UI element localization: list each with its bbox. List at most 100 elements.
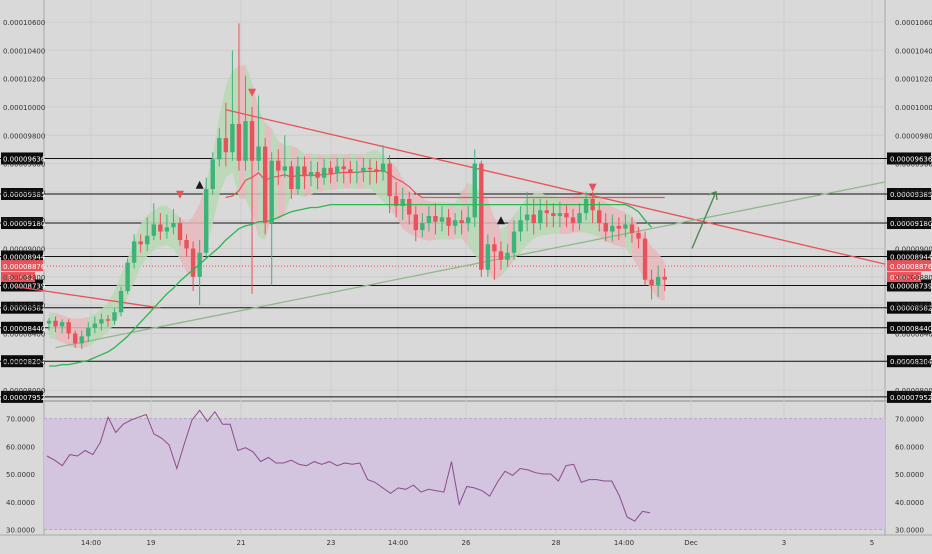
time-axis-label: 14:00 (81, 539, 101, 547)
current-price-left: 0.00008876 (3, 263, 46, 271)
level-label-left-bg (1, 217, 43, 230)
current-price-right-bg (887, 260, 931, 272)
candle-body (564, 213, 569, 218)
candle-body (164, 227, 170, 232)
level-label-right: 0.00009180 (890, 220, 932, 228)
countdown-right: 03:06:52 (890, 274, 921, 282)
left-axis-tick-label: 0.00009200 (3, 217, 45, 225)
countdown-left: 03:06:52 (3, 274, 34, 282)
candle-body (354, 172, 360, 174)
projection-arrow-head (707, 190, 718, 200)
bull-cloud (284, 145, 292, 214)
candle-body (570, 217, 576, 224)
rsi-right-tick-label: 40.0000 (895, 499, 924, 507)
candle-body (92, 323, 98, 328)
candle-body (407, 198, 412, 215)
bull-cloud (579, 193, 600, 238)
candle-body (479, 163, 484, 270)
candles[interactable] (46, 23, 667, 350)
projection-arrow-shaft (691, 191, 717, 249)
candle-body (452, 220, 458, 226)
candle-body (243, 121, 248, 161)
candle-body (262, 146, 268, 224)
bull-cloud (500, 224, 508, 277)
candle-body (151, 224, 156, 236)
countdown-right-bg (887, 272, 921, 283)
axes: 0.00010600 0.00010400 0.00010200 0.00010000… (3, 19, 932, 547)
bear-cloud (252, 82, 259, 237)
ema-line-path (49, 203, 653, 367)
bear-cloud (559, 194, 580, 235)
candle-body (662, 276, 667, 280)
candle-body (629, 224, 635, 233)
candle-body (315, 172, 320, 178)
candle-body (393, 196, 399, 207)
candle-body (466, 217, 471, 224)
candle-body (223, 138, 229, 153)
level-label-left-bg (1, 355, 43, 368)
candle-body (190, 248, 196, 277)
level-label-right-bg (887, 355, 931, 368)
candle-body (348, 169, 353, 173)
bear-cloud (278, 141, 285, 222)
candle-body (46, 320, 52, 324)
candle-body (302, 166, 307, 177)
bull-cloud (206, 66, 239, 249)
right-axis-tick-label: 0.00008000 (895, 387, 932, 395)
candle-body (459, 220, 464, 224)
candle-body (230, 123, 235, 153)
sell-signal-marker (588, 183, 597, 192)
bull-cloud (49, 312, 56, 340)
level-label-left-bg (1, 321, 43, 334)
level-label-left-bg (1, 301, 43, 314)
candle-body (73, 333, 78, 344)
candle-body (276, 160, 281, 171)
candle-body (433, 215, 438, 222)
rsi-right-tick-label: 30.0000 (895, 526, 924, 534)
candle-body (505, 252, 510, 260)
candle-body (321, 167, 327, 178)
time-axis-label: 19 (147, 539, 156, 547)
candle-body (597, 210, 602, 224)
candle-body (446, 217, 451, 226)
time-axis-label: 21 (237, 539, 246, 547)
bull-cloud (625, 212, 632, 257)
candle-body (341, 166, 346, 170)
candle-body (420, 223, 425, 231)
candle-body (623, 224, 628, 229)
candle-body (577, 213, 582, 224)
candle-body (603, 223, 608, 232)
candle-body (210, 159, 215, 190)
rsi-band-fill (44, 418, 885, 530)
candle-body (171, 223, 176, 228)
time-axis-label: 14:00 (388, 539, 408, 547)
candle-body (498, 251, 504, 260)
rsi-left-tick-label: 40.0000 (6, 499, 35, 507)
bull-cloud (245, 64, 252, 214)
bear-cloud (343, 153, 351, 189)
level-label-right: 0.00008204 (890, 358, 932, 366)
rsi-left-tick-label: 30.0000 (6, 526, 35, 534)
level-label-right-bg (887, 250, 931, 263)
candle-body (387, 163, 392, 197)
candle-body (158, 224, 163, 232)
candle-body (511, 231, 517, 253)
left-axis-tick-label: 0.00010600 (3, 19, 45, 27)
ema-line (49, 203, 653, 367)
time-axis-label: 23 (327, 539, 336, 547)
level-label-left-bg (1, 250, 43, 263)
bull-cloud (455, 191, 462, 240)
left-axis-tick-label: 0.00010400 (3, 47, 45, 55)
candle-body (518, 220, 523, 232)
candle-body (145, 235, 150, 245)
level-label-right-bg (887, 390, 931, 403)
candle-body (492, 244, 497, 252)
current-price-left-bg (1, 260, 43, 272)
candle-body (99, 319, 104, 324)
right-axis-tick-label: 0.00009400 (895, 189, 932, 197)
right-axis-tick-label: 0.00008200 (895, 359, 932, 367)
level-label-right: 0.00007952 (890, 394, 932, 402)
bull-cloud (337, 153, 344, 190)
